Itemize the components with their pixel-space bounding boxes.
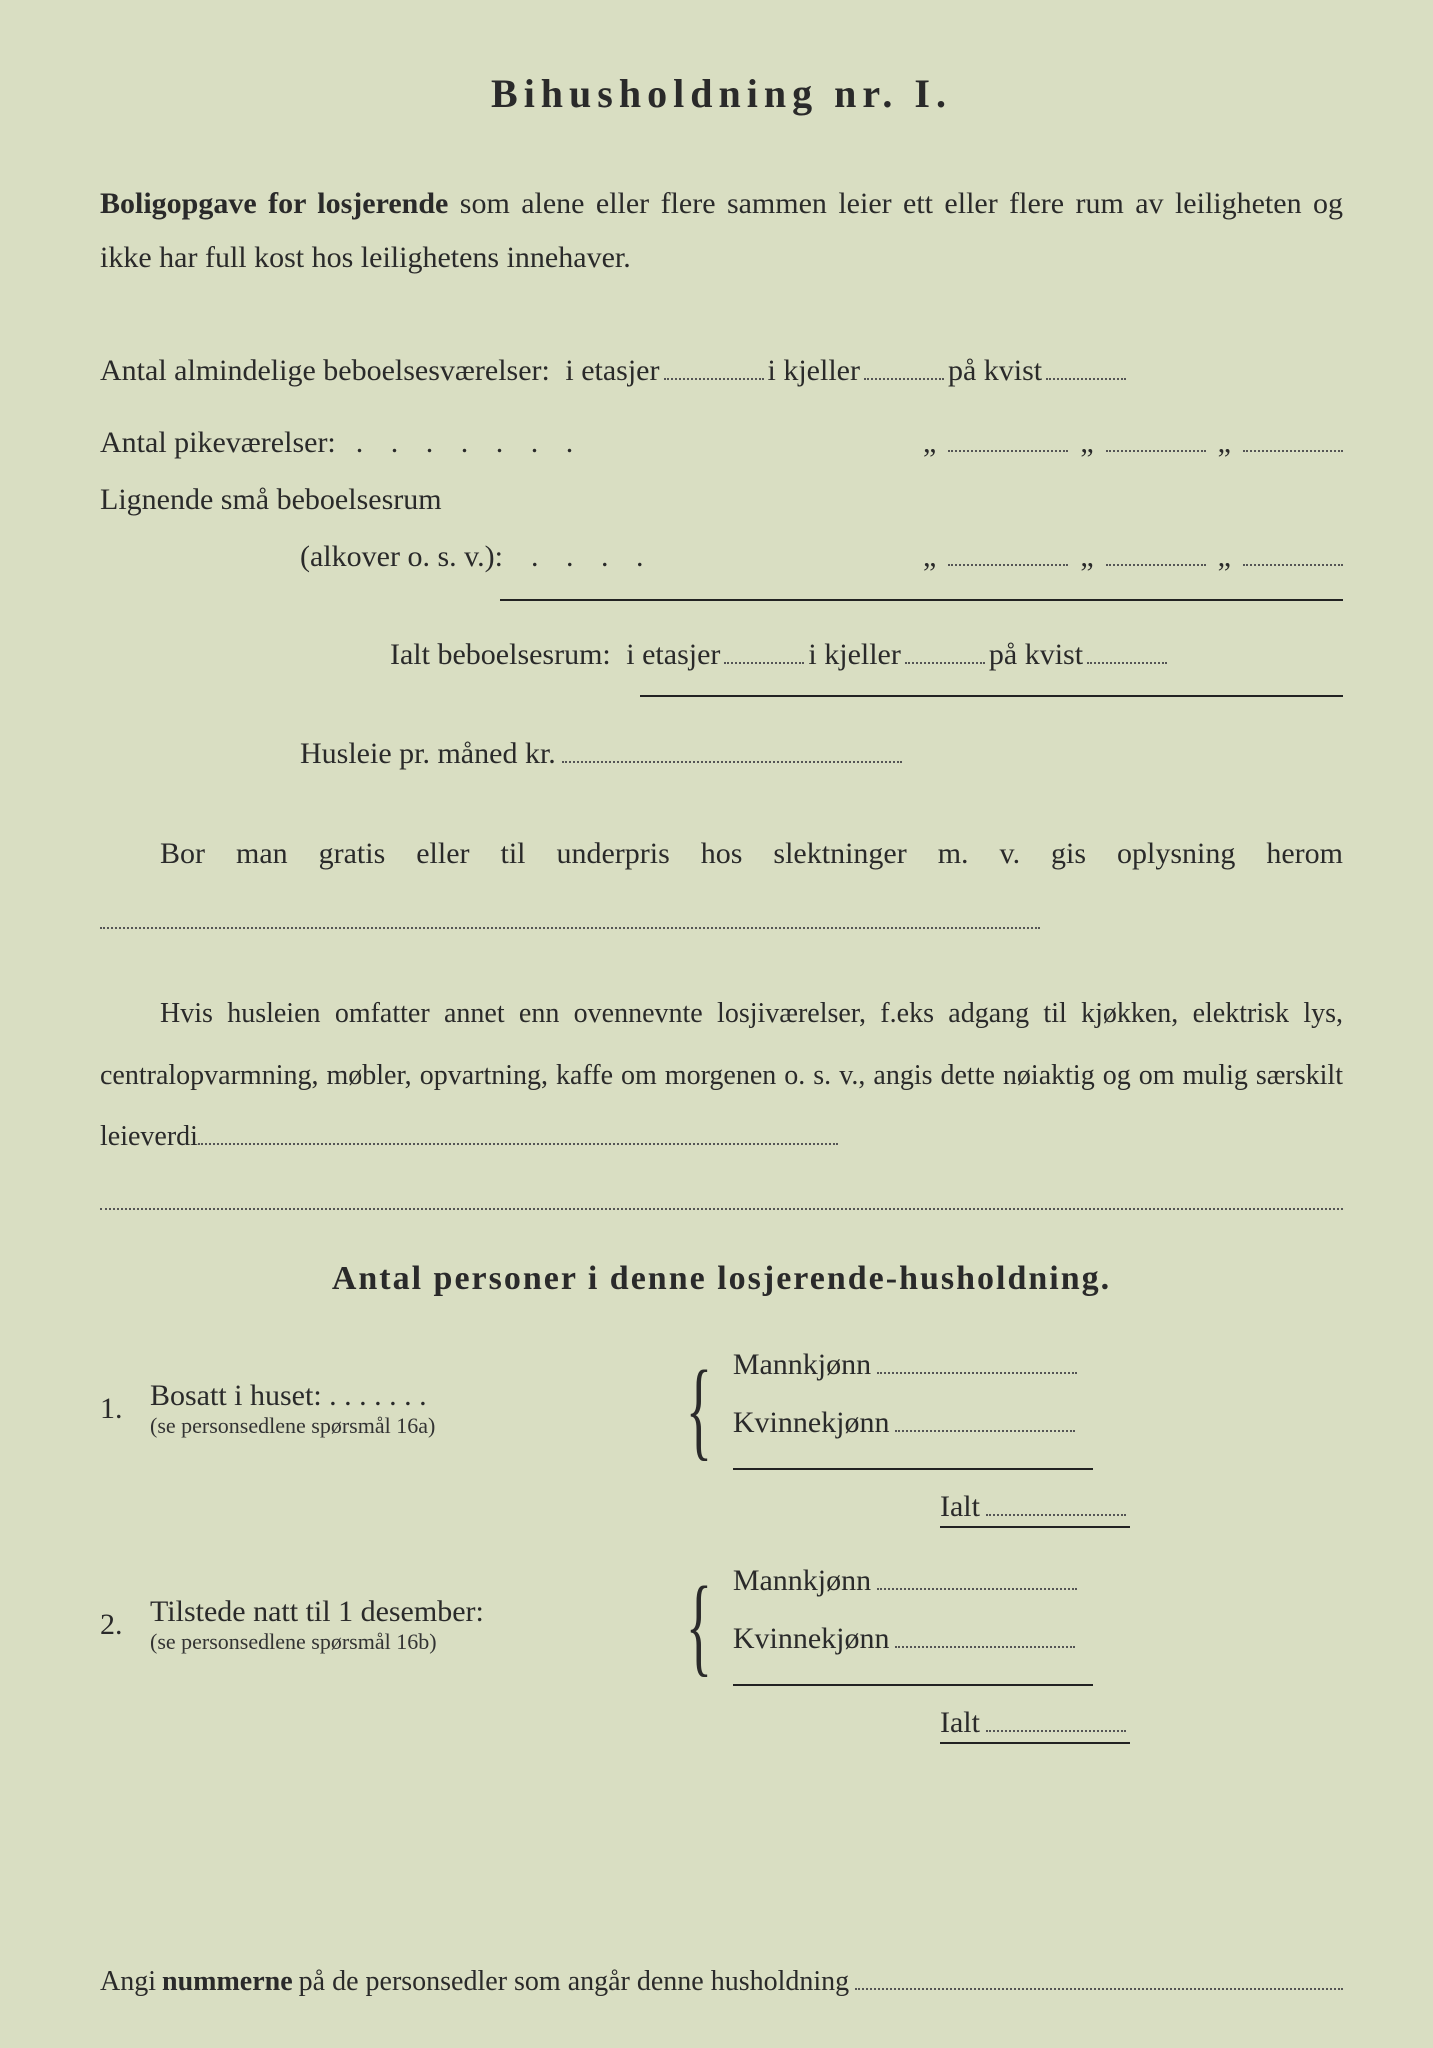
footer-a: Angi bbox=[100, 1966, 156, 1998]
fill-line bbox=[1106, 428, 1206, 452]
fill-line bbox=[1243, 428, 1343, 452]
intro-paragraph: Boligopgave for losjerende som alene ell… bbox=[100, 177, 1343, 285]
q1-ialt-row: Ialt bbox=[940, 1490, 1343, 1524]
rooms-row-3a: Lignende små beboelsesrum bbox=[100, 479, 1343, 521]
ditto-mark: „ bbox=[1072, 521, 1101, 593]
kvinne-label: Kvinnekjønn bbox=[733, 1406, 890, 1440]
q1-left: Bosatt i huset: . . . . . . . (se person… bbox=[150, 1379, 670, 1439]
page-title: Bihusholdning nr. I. bbox=[100, 70, 1343, 117]
room2-label: Antal pikeværelser: bbox=[100, 407, 336, 479]
fill-line bbox=[948, 428, 1068, 452]
leader-dots: . . . . bbox=[507, 521, 654, 593]
husleie-label: Husleie pr. måned kr. bbox=[300, 737, 556, 771]
pa-kvist-label: på kvist bbox=[948, 335, 1042, 407]
fill-line bbox=[895, 1408, 1075, 1432]
q2-left: Tilstede natt til 1 desember: (se person… bbox=[150, 1595, 670, 1655]
q1-number: 1. bbox=[100, 1392, 150, 1426]
fill-line bbox=[724, 640, 804, 664]
fill-line bbox=[855, 1968, 1343, 1990]
q2-right: Mannkjønn Kvinnekjønn bbox=[733, 1564, 1093, 1686]
para1-text: Bor man gratis eller til underpris hos s… bbox=[160, 837, 1343, 870]
q2-mann-line: Mannkjønn bbox=[733, 1564, 1093, 1598]
q1-main: Bosatt i huset: . . . . . . . bbox=[150, 1379, 670, 1413]
fill-line bbox=[877, 1350, 1077, 1374]
mann-label: Mannkjønn bbox=[733, 1564, 871, 1598]
i-etasjer-label: i etasjer bbox=[626, 619, 720, 691]
q2-main: Tilstede natt til 1 desember: bbox=[150, 1595, 670, 1629]
room1-label: Antal almindelige beboelsesværelser: bbox=[100, 335, 550, 407]
room3-label-b: (alkover o. s. v.): bbox=[100, 521, 503, 593]
husleie-row: Husleie pr. måned kr. bbox=[100, 737, 1343, 771]
separator-dotted bbox=[100, 1208, 1343, 1210]
q1-right: Mannkjønn Kvinnekjønn bbox=[733, 1348, 1093, 1470]
ditto-mark: „ bbox=[1210, 521, 1239, 593]
person-block-2: 2. Tilstede natt til 1 desember: (se per… bbox=[100, 1564, 1343, 1686]
rooms-section: Antal almindelige beboelsesværelser: i e… bbox=[100, 335, 1343, 697]
sum-rule bbox=[733, 1684, 1093, 1686]
i-kjeller-label: i kjeller bbox=[768, 335, 860, 407]
person-block-1: 1. Bosatt i huset: . . . . . . . (se per… bbox=[100, 1348, 1343, 1470]
fill-line bbox=[948, 542, 1068, 566]
ditto-mark: „ bbox=[1210, 407, 1239, 479]
fill-line bbox=[1087, 640, 1167, 664]
fill-line bbox=[986, 1492, 1126, 1516]
sum-rule bbox=[500, 599, 1343, 601]
ialt-label: Ialt beboelsesrum: bbox=[390, 619, 611, 691]
fill-line bbox=[905, 640, 985, 664]
persons-subtitle: Antal personer i denne losjerende-hushol… bbox=[100, 1260, 1343, 1298]
sum-rule bbox=[940, 1742, 1130, 1744]
q2-sub: (se personsedlene spørsmål 16b) bbox=[150, 1629, 670, 1655]
footer-b: på de personsedler som angår denne husho… bbox=[299, 1966, 850, 1998]
ialt-label: Ialt bbox=[940, 1490, 980, 1524]
ditto-mark: „ bbox=[1072, 407, 1101, 479]
footer-bold: nummerne bbox=[162, 1966, 293, 1998]
brace-icon: { bbox=[686, 1581, 717, 1669]
fill-line bbox=[1046, 356, 1126, 380]
rooms-row-2: Antal pikeværelser: . . . . . . . „ „ „ bbox=[100, 407, 1343, 479]
para2-text: Hvis husleien omfatter annet enn ovennev… bbox=[100, 998, 1343, 1152]
fill-line bbox=[877, 1566, 1077, 1590]
fill-line bbox=[664, 356, 764, 380]
brace-icon: { bbox=[686, 1365, 717, 1453]
ialt-underline bbox=[640, 695, 1343, 697]
para-husleien: Hvis husleien omfatter annet enn ovennev… bbox=[100, 983, 1343, 1168]
q2-ialt-row: Ialt bbox=[940, 1706, 1343, 1740]
fill-line bbox=[1106, 542, 1206, 566]
ditto-mark: „ bbox=[915, 521, 944, 593]
q2-kvinne-line: Kvinnekjønn bbox=[733, 1622, 1093, 1656]
q1-mann-line: Mannkjønn bbox=[733, 1348, 1093, 1382]
fill-line bbox=[895, 1624, 1075, 1648]
ditto-mark: „ bbox=[915, 407, 944, 479]
fill-line bbox=[986, 1708, 1126, 1732]
para-gratispris: Bor man gratis eller til underpris hos s… bbox=[100, 821, 1343, 953]
i-kjeller-label: i kjeller bbox=[808, 619, 900, 691]
fill-line bbox=[1243, 542, 1343, 566]
fill-line bbox=[100, 927, 1040, 929]
sum-rule bbox=[733, 1468, 1093, 1470]
sum-rule bbox=[940, 1526, 1130, 1528]
fill-line bbox=[562, 739, 902, 763]
kvinne-label: Kvinnekjønn bbox=[733, 1622, 890, 1656]
footer-line: Angi nummerne på de personsedler som ang… bbox=[100, 1966, 1343, 1998]
rooms-row-ialt: Ialt beboelsesrum: i etasjer i kjeller p… bbox=[100, 619, 1343, 691]
pa-kvist-label: på kvist bbox=[989, 619, 1083, 691]
intro-bold: Boligopgave for losjerende bbox=[100, 187, 448, 220]
q1-kvinne-line: Kvinnekjønn bbox=[733, 1406, 1093, 1440]
q2-number: 2. bbox=[100, 1608, 150, 1642]
fill-line bbox=[198, 1143, 838, 1145]
ialt-label: Ialt bbox=[940, 1706, 980, 1740]
fill-line bbox=[864, 356, 944, 380]
q1-sub: (se personsedlene spørsmål 16a) bbox=[150, 1413, 670, 1439]
rooms-row-3b: (alkover o. s. v.): . . . . „ „ „ bbox=[100, 521, 1343, 593]
mann-label: Mannkjønn bbox=[733, 1348, 871, 1382]
rooms-row-1: Antal almindelige beboelsesværelser: i e… bbox=[100, 335, 1343, 407]
i-etasjer-label: i etasjer bbox=[565, 335, 659, 407]
leader-dots: . . . . . . . bbox=[340, 407, 584, 479]
